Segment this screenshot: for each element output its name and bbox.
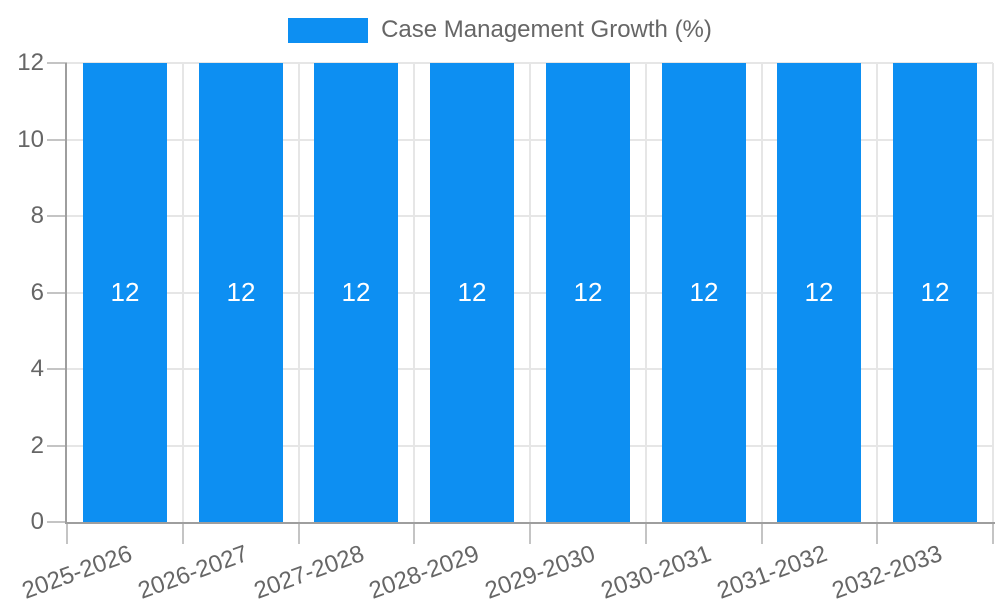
legend: Case Management Growth (%) [0,16,1000,44]
plot-area: 12 12 12 12 12 12 12 12 [67,62,994,522]
x-axis-label: 2026-2027 [134,540,252,600]
y-axis-tick [47,215,67,217]
x-axis-tick [66,524,68,544]
y-axis-label: 10 [17,125,44,153]
y-axis-label: 4 [30,355,44,382]
y-axis-tick [47,138,67,141]
bar[interactable]: 12 [662,63,746,522]
bar-value-label: 12 [341,277,371,307]
legend-label: Case Management Growth (%) [381,16,712,43]
gridline-vertical [529,63,531,522]
y-axis-label: 8 [30,202,44,229]
x-axis-tick [644,524,647,544]
bar[interactable]: 12 [777,63,861,522]
y-axis-tick [47,521,67,523]
gridline-vertical [876,63,879,522]
y-axis-label: 6 [30,278,44,306]
bar-value-label: 12 [689,277,719,307]
x-axis-label: 2028-2029 [365,540,484,600]
bar[interactable]: 12 [546,63,630,522]
x-axis-line [65,522,995,524]
bar-value-label: 12 [110,277,140,307]
x-axis-label: 2030-2031 [597,540,715,600]
bar[interactable]: 12 [314,63,398,522]
x-axis-tick [992,524,994,544]
legend-item[interactable]: Case Management Growth (%) [288,16,712,44]
bar[interactable]: 12 [199,63,283,522]
y-axis-label: 12 [17,49,44,76]
y-axis-tick [47,444,67,447]
bar-value-label: 12 [920,277,950,307]
x-axis-tick [181,524,184,544]
x-axis-label: 2029-2030 [481,540,599,600]
legend-swatch-icon [288,17,369,43]
bar-value-label: 12 [226,277,256,307]
bar[interactable]: 12 [893,63,977,522]
x-axis-tick [529,524,531,544]
x-axis-label: 2025-2026 [18,540,136,600]
bar[interactable]: 12 [83,63,167,522]
x-axis-tick [297,524,300,544]
y-axis-label: 0 [30,508,44,535]
x-axis-label: 2027-2028 [250,540,368,600]
gridline-vertical [413,63,416,522]
y-axis-line [65,63,67,524]
x-axis-label: 2031-2032 [713,540,831,600]
gridline-vertical [992,63,994,522]
x-axis-tick [760,524,763,544]
x-axis-label: 2032-2033 [828,540,947,600]
bar-value-label: 12 [457,277,487,307]
gridline-vertical [297,63,300,522]
y-axis-tick [47,62,67,64]
y-axis-tick [47,368,67,370]
x-axis-tick [876,524,879,544]
y-axis-tick [47,291,67,294]
gridline-vertical [644,63,647,522]
bar-value-label: 12 [804,277,834,307]
bar[interactable]: 12 [430,63,514,522]
gridline-vertical [760,63,763,522]
bar-value-label: 12 [573,277,603,307]
gridline-vertical [181,63,184,522]
x-axis-tick [413,524,416,544]
y-axis-label: 2 [30,431,44,459]
